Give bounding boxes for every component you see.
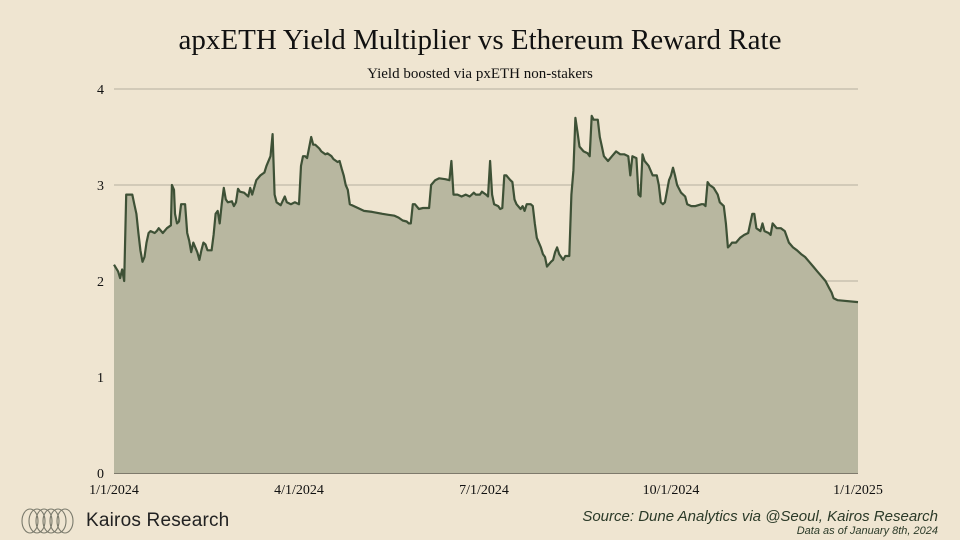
x-tick-label: 4/1/2024 [274,483,324,498]
brand-name: Kairos Research [86,510,230,531]
chart-title: apxETH Yield Multiplier vs Ethereum Rewa… [178,24,782,56]
source-text: Source: Dune Analytics via @Seoul, Kairo… [582,508,938,525]
x-tick-label: 10/1/2024 [643,483,700,498]
y-tick-label: 4 [97,83,104,98]
series-area-fill [114,115,858,474]
chart-subtitle: Yield boosted via pxETH non-stakers [367,66,593,82]
y-tick-label: 2 [97,275,104,290]
x-axis-ticks: 1/1/2024 4/1/2024 7/1/2024 10/1/2024 1/1/202… [89,483,883,498]
kairos-rings-icon [21,508,74,534]
y-axis-ticks: 0 1 2 3 4 [97,83,104,482]
x-tick-label: 7/1/2024 [459,483,509,498]
y-tick-label: 0 [97,467,104,482]
y-tick-label: 1 [97,371,104,386]
as-of-text: Data as of January 8th, 2024 [796,525,938,537]
source-note: Source: Dune Analytics via @Seoul, Kairo… [582,509,938,537]
brand-logo: Kairos Research [20,506,229,536]
x-tick-label: 1/1/2025 [833,483,883,498]
y-tick-label: 3 [97,179,104,194]
series-line [113,114,859,304]
x-tick-label: 1/1/2024 [89,483,139,498]
